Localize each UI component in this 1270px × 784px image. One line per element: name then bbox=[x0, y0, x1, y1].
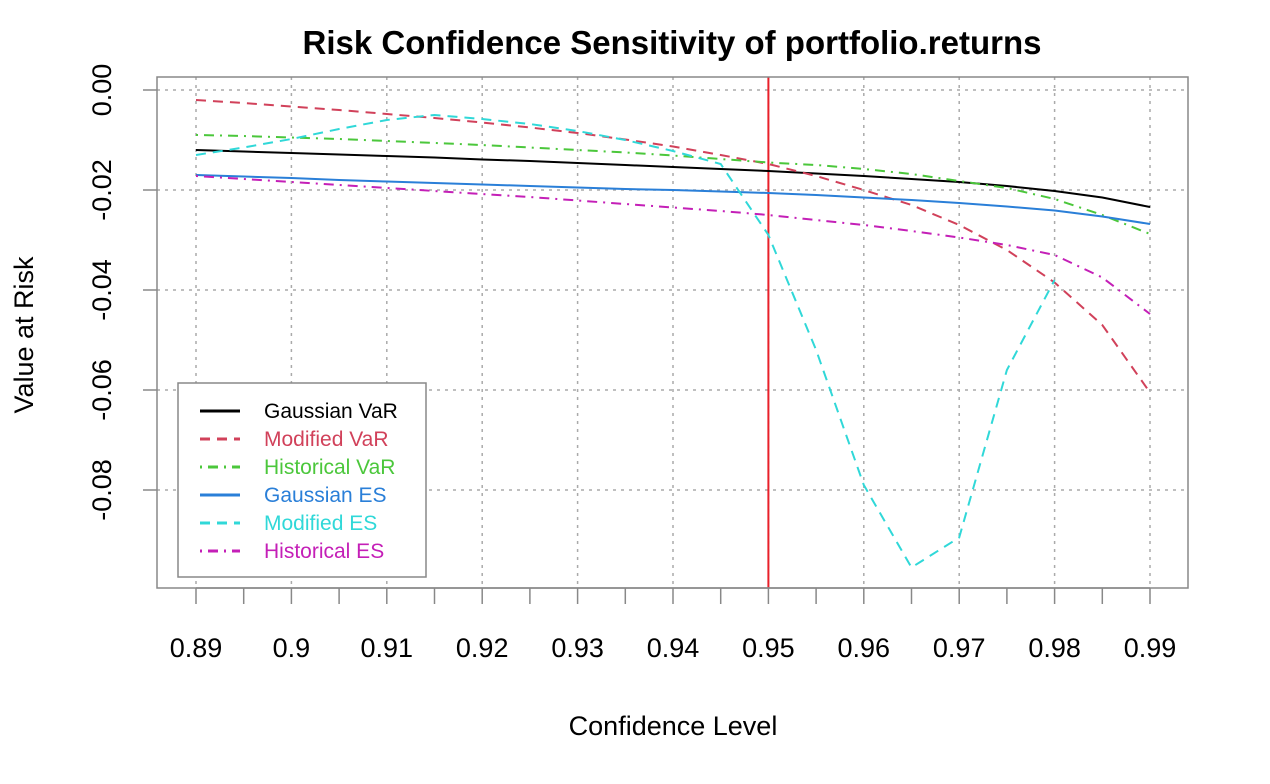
legend-label: Gaussian VaR bbox=[264, 400, 398, 423]
legend-box bbox=[177, 382, 427, 578]
y-tick-label: 0.00 bbox=[87, 64, 117, 117]
y-tick-label: -0.04 bbox=[87, 259, 117, 321]
legend-label: Historical VaR bbox=[264, 456, 395, 479]
x-tick-label: 0.91 bbox=[361, 633, 414, 663]
x-tick-label: 0.97 bbox=[933, 633, 986, 663]
chart-title: Risk Confidence Sensitivity of portfolio… bbox=[303, 24, 1042, 61]
series-line-gaussian-es bbox=[195, 174, 1151, 225]
series-line-modified-es bbox=[195, 113, 1056, 569]
x-tick-label: 0.9 bbox=[273, 633, 311, 663]
legend-label: Modified ES bbox=[264, 512, 377, 535]
x-tick-label: 0.99 bbox=[1124, 633, 1177, 663]
x-tick-label: 0.95 bbox=[742, 633, 795, 663]
series-layer bbox=[195, 99, 1151, 569]
x-axis: 0.89 0.9 0.91 0.92 0.93 0.94 0.95 0.96 0.97 0.98 0… bbox=[170, 587, 1177, 663]
series-line-historical-var bbox=[195, 134, 1151, 235]
legend: Gaussian VaR Modified VaR Historical VaR Ga… bbox=[177, 382, 427, 578]
x-tick-label: 0.93 bbox=[551, 633, 604, 663]
y-tick-label: -0.08 bbox=[87, 459, 117, 521]
series-line-modified-var bbox=[195, 99, 1151, 394]
y-tick-label: -0.02 bbox=[87, 159, 117, 221]
y-tick-label: -0.06 bbox=[87, 359, 117, 421]
x-tick-label: 0.89 bbox=[170, 633, 223, 663]
legend-label: Gaussian ES bbox=[264, 484, 387, 507]
x-tick-label: 0.98 bbox=[1028, 633, 1081, 663]
series-line-gaussian-var bbox=[195, 149, 1151, 208]
y-axis-title: Value at Risk bbox=[9, 256, 39, 414]
x-tick-label: 0.94 bbox=[647, 633, 700, 663]
series-line-historical-es bbox=[195, 175, 1151, 315]
x-axis-title: Confidence Level bbox=[569, 711, 778, 741]
y-axis: 0.00 -0.02 -0.04 -0.06 -0.08 bbox=[87, 64, 157, 521]
x-tick-label: 0.96 bbox=[838, 633, 891, 663]
x-tick-label: 0.92 bbox=[456, 633, 509, 663]
legend-label: Modified VaR bbox=[264, 428, 389, 451]
legend-label: Historical ES bbox=[264, 540, 384, 563]
